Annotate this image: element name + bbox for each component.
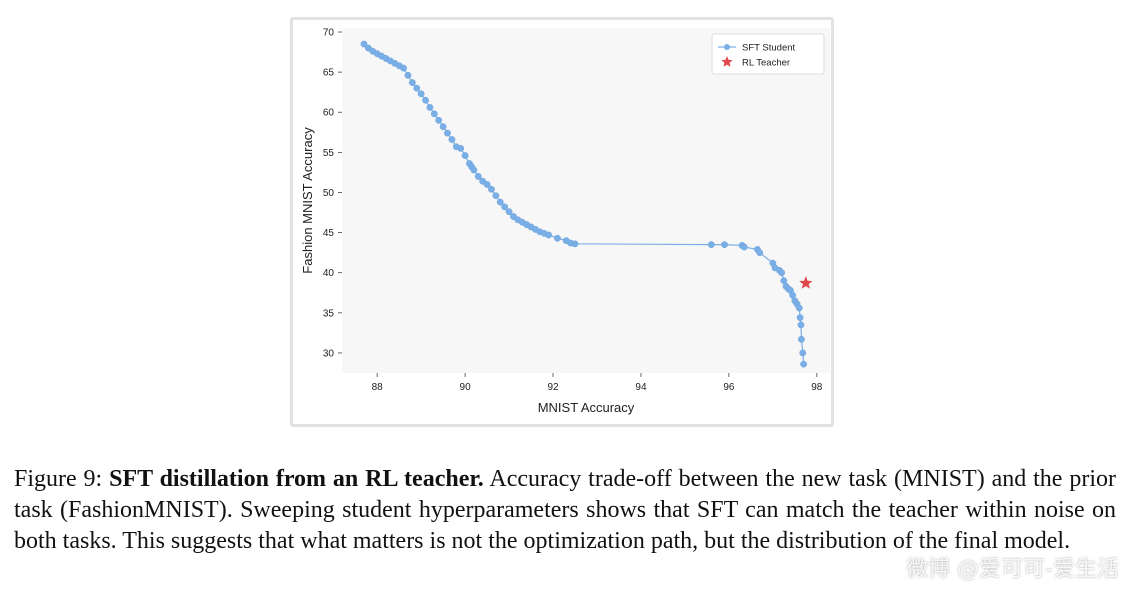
legend-box <box>711 33 825 75</box>
data-point <box>417 90 425 98</box>
data-point <box>496 198 504 206</box>
data-point-rl-teacher <box>799 276 813 289</box>
y-tick-label: 60 <box>323 108 335 119</box>
figure-caption: Figure 9: SFT distillation from an RL te… <box>14 464 1116 557</box>
data-point <box>439 123 447 131</box>
data-point <box>430 110 438 118</box>
legend-marker-rl-teacher <box>721 56 733 67</box>
series-points-sft-student <box>360 40 808 368</box>
data-point <box>721 241 728 249</box>
x-tick-label: 88 <box>372 382 384 393</box>
y-tick-label: 50 <box>323 188 335 199</box>
data-point <box>488 185 495 193</box>
x-tick-label: 98 <box>811 382 823 393</box>
y-tick-label: 55 <box>323 148 335 159</box>
y-tick-label: 40 <box>323 268 335 279</box>
caption-label: Figure 9: <box>14 466 103 492</box>
x-tick-label: 96 <box>723 382 735 393</box>
data-point <box>756 249 764 257</box>
data-point <box>505 208 513 216</box>
data-point <box>483 181 491 188</box>
data-point <box>545 231 553 239</box>
data-point <box>470 166 478 174</box>
data-point <box>448 136 456 143</box>
data-point <box>461 152 469 159</box>
data-point <box>571 240 579 248</box>
x-axis-label: MNIST Accuracy <box>538 400 635 415</box>
data-point <box>795 304 803 312</box>
data-point <box>435 116 443 124</box>
data-point <box>457 144 465 152</box>
plot-area <box>342 28 830 373</box>
x-tick-label: 90 <box>460 382 472 393</box>
data-point <box>797 321 805 329</box>
data-point <box>360 40 368 48</box>
watermark: 微博 @爱可可-爱生活 <box>906 557 1119 582</box>
y-tick-label: 45 <box>323 228 335 239</box>
data-point <box>413 84 421 92</box>
y-tick-label: 65 <box>323 68 335 79</box>
x-axis: 88 90 92 94 96 98 <box>372 373 823 393</box>
data-point <box>492 192 500 200</box>
y-axis-label: Fashion MNIST Accuracy <box>300 127 315 274</box>
data-point <box>474 173 482 180</box>
data-point <box>400 64 407 72</box>
y-tick-label: 30 <box>323 348 335 359</box>
data-point <box>444 129 451 137</box>
data-point <box>408 79 416 86</box>
legend: SFT Student RL Teacher <box>711 33 825 75</box>
data-point <box>404 71 412 79</box>
data-point <box>707 241 715 249</box>
caption-bold-title: SFT distillation from an RL teacher. <box>109 466 484 492</box>
data-point <box>798 335 805 343</box>
data-point <box>778 269 786 277</box>
data-point <box>799 349 807 357</box>
data-point <box>422 96 429 104</box>
data-point <box>501 203 509 211</box>
y-axis: 30 35 40 45 50 55 60 65 70 <box>323 28 342 359</box>
x-tick-label: 92 <box>547 382 559 393</box>
legend-marker-sft-student <box>724 44 730 50</box>
data-point <box>740 243 748 251</box>
chart: 88 90 92 94 96 98 MNIST Accuracy 30 35 40 45 50 55 60… <box>300 28 830 415</box>
caption-body: Accuracy trade-off between the new task … <box>14 466 1116 554</box>
data-point <box>796 314 804 322</box>
y-tick-label: 70 <box>323 28 335 39</box>
y-tick-label: 35 <box>323 308 335 319</box>
legend-label-rl-teacher: RL Teacher <box>742 58 790 69</box>
x-tick-label: 94 <box>635 382 647 393</box>
data-point <box>554 234 561 242</box>
legend-label-sft-student: SFT Student <box>742 43 796 54</box>
data-point <box>426 104 434 111</box>
data-point <box>800 360 808 368</box>
